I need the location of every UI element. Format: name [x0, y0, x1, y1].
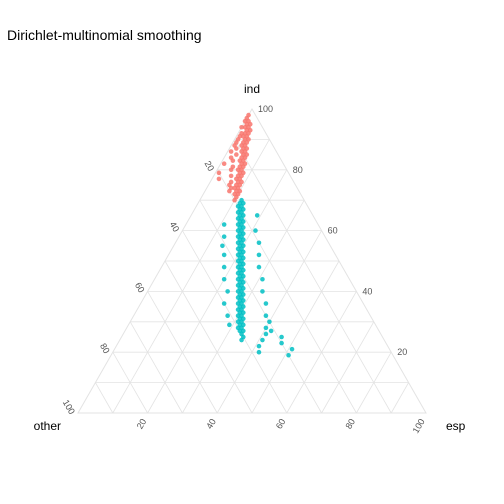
chart-title: Dirichlet-multinomial smoothing: [7, 27, 202, 43]
esp-tick-label: 40: [204, 417, 218, 431]
grid-line-other-90: [95, 382, 114, 414]
data-point: [228, 173, 234, 179]
triangle-frame: [77, 107, 427, 414]
data-point: [221, 252, 227, 258]
grid-line-esp-70: [321, 321, 375, 414]
data-point: [256, 240, 262, 246]
data-point: [225, 289, 230, 294]
ind-tick-label: 60: [328, 226, 338, 236]
grid-line-other-80: [112, 352, 148, 414]
data-point: [279, 334, 284, 340]
other-tick-label: 40: [168, 220, 182, 234]
data-point: [242, 118, 248, 124]
data-point: [221, 301, 227, 306]
tick-labels: 20 40 60 80 100 20 40 60 80 100 20 40 60 80 100: [61, 104, 427, 435]
data-point: [256, 349, 262, 355]
grid-line-other-30: [199, 200, 322, 414]
vertex-label-other: other: [34, 419, 61, 433]
esp-tick-label: 60: [274, 417, 288, 431]
grid-line-esp-80: [356, 352, 392, 414]
esp-tick-label: 20: [135, 417, 149, 431]
other-tick-label: 20: [202, 159, 216, 173]
data-point: [263, 331, 269, 337]
ind-tick-label: 40: [362, 286, 372, 296]
data-point: [256, 343, 262, 349]
data-point: [230, 158, 236, 163]
grid-line-other-70: [129, 321, 183, 414]
data-points: [216, 112, 295, 358]
data-point: [227, 322, 232, 328]
data-point: [225, 313, 230, 319]
data-point: [263, 301, 269, 306]
data-point: [234, 146, 239, 151]
data-point: [286, 352, 291, 358]
data-point: [239, 124, 244, 130]
data-point: [234, 152, 239, 157]
data-point: [216, 170, 222, 176]
data-point: [254, 213, 260, 218]
data-point: [230, 164, 236, 170]
grid-line-esp-90: [390, 382, 409, 414]
grid-line-other-10: [234, 139, 392, 414]
data-point: [234, 140, 239, 145]
data-point: [239, 337, 244, 343]
ind-tick-label: 20: [397, 347, 407, 357]
data-point: [268, 328, 274, 334]
other-tick-label: 80: [98, 342, 112, 356]
other-tick-label: 100: [61, 398, 77, 416]
data-point: [260, 276, 265, 282]
data-point: [228, 149, 234, 154]
other-tick-label: 60: [133, 281, 147, 295]
esp-tick-label: 80: [343, 417, 357, 431]
grid-line-other-50: [164, 260, 253, 414]
data-point: [216, 176, 222, 182]
data-point: [260, 289, 265, 294]
data-point: [221, 234, 227, 239]
data-point: [232, 197, 237, 203]
grid-line-esp-10: [112, 139, 270, 414]
esp-tick-label: 100: [411, 417, 427, 435]
data-point: [263, 313, 269, 319]
data-point: [289, 346, 295, 352]
data-point: [260, 337, 265, 343]
ind-tick-label: 100: [258, 104, 273, 114]
vertex-labels: ind other esp: [34, 82, 466, 433]
data-point: [221, 222, 227, 227]
grid: [95, 138, 409, 414]
data-point: [220, 243, 225, 249]
triangle-outline: [77, 107, 427, 414]
data-point: [253, 228, 258, 233]
ind-tick-label: 80: [293, 165, 303, 175]
grid-line-esp-50: [251, 260, 340, 414]
data-point: [263, 325, 269, 331]
data-point: [279, 340, 284, 346]
grid-line-other-60: [147, 291, 218, 414]
data-point: [256, 264, 262, 270]
data-point: [256, 252, 262, 258]
vertex-label-ind: ind: [244, 82, 260, 96]
data-point: [267, 319, 272, 325]
data-point: [221, 161, 227, 167]
data-point: [227, 182, 232, 188]
grid-line-esp-60: [286, 291, 357, 414]
data-point: [221, 276, 227, 282]
vertex-label-esp: esp: [446, 419, 466, 433]
data-point: [227, 188, 232, 194]
data-point: [221, 264, 227, 270]
data-point: [239, 131, 244, 136]
